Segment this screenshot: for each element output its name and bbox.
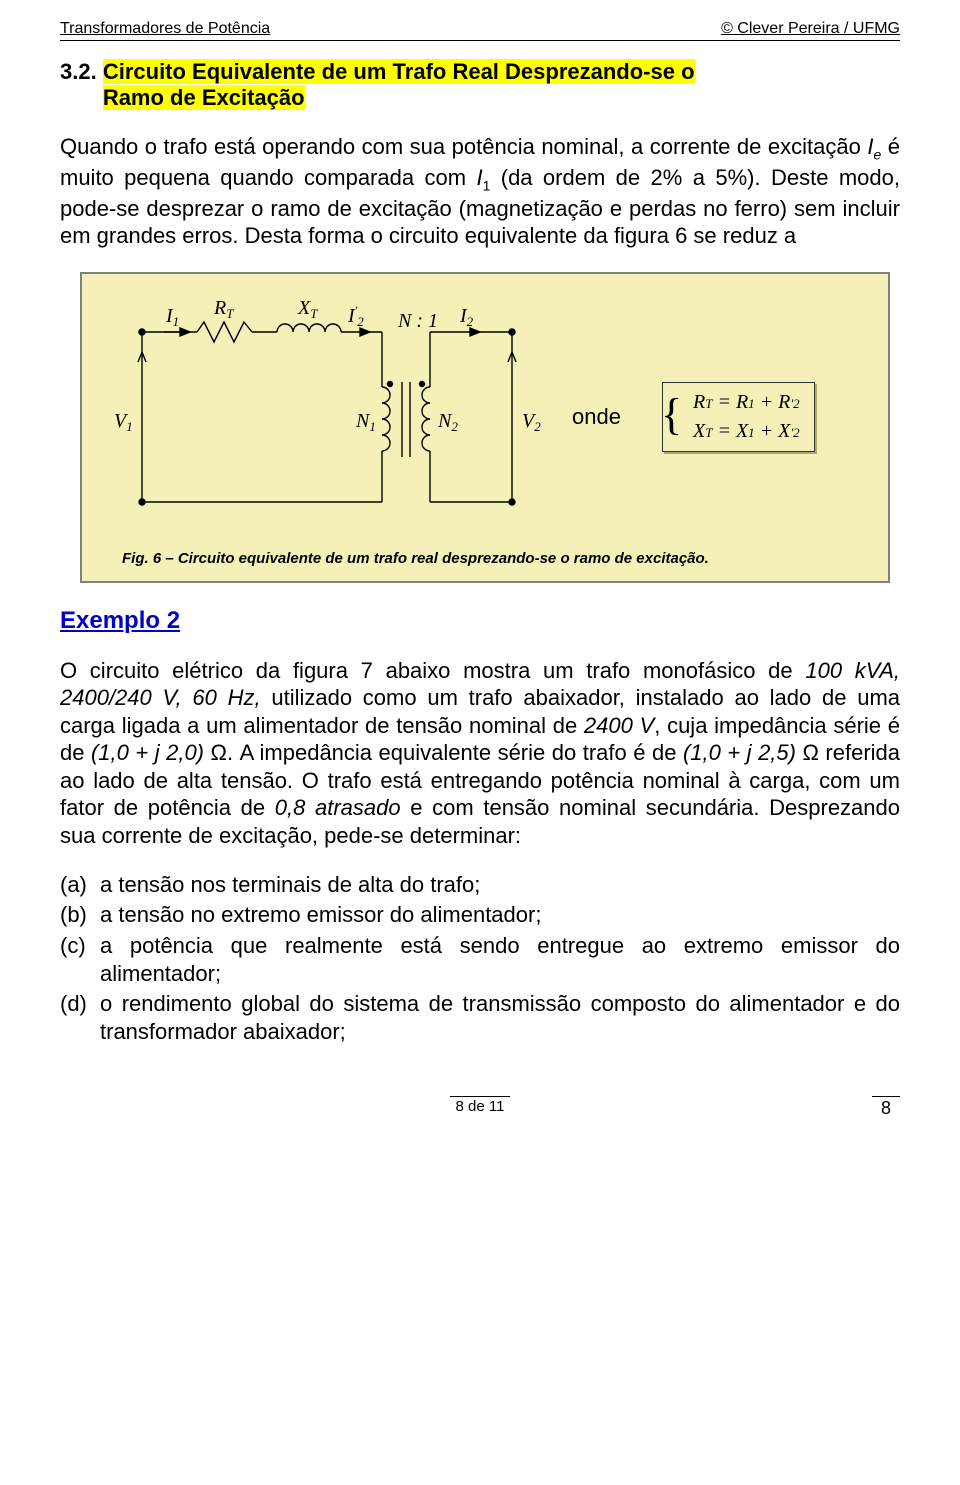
question-list: (a) a tensão nos terminais de alta do tr… [60, 871, 900, 1046]
section-title: 3.2. Circuito Equivalente de um Trafo Re… [60, 59, 900, 111]
footer-center: 8 de 11 [450, 1096, 510, 1115]
page-footer: 8 de 11 8 [60, 1096, 900, 1126]
p2-d: . A impedância equivalente série do traf… [227, 740, 683, 765]
svg-text:N : 1: N : 1 [397, 310, 438, 332]
p2-z1: (1,0 + j 2,0) [91, 740, 204, 765]
example-2-title: Exemplo 2 [60, 607, 900, 635]
item-d-label: (d) [60, 990, 100, 1046]
svg-text:N1: N1 [355, 410, 376, 434]
svg-text:XT: XT [297, 297, 318, 321]
header-left: Transformadores de Potência [60, 20, 270, 38]
svg-text:V1: V1 [114, 410, 133, 434]
p2-atr: atrasado [305, 795, 400, 820]
item-d: (d) o rendimento global do sistema de tr… [60, 990, 900, 1046]
p2-z2: (1,0 + j 2,5) [683, 740, 796, 765]
p2-2400v: 2400 V [584, 713, 654, 738]
svg-text:I2: I2 [459, 305, 474, 329]
p2-ohm2: Ω [796, 740, 819, 765]
page: Transformadores de Potência © Clever Per… [0, 0, 960, 1156]
p2-pf: 0,8 [275, 795, 306, 820]
item-d-body: o rendimento global do sistema de transm… [100, 990, 900, 1046]
item-b: (b) a tensão no extremo emissor do alime… [60, 901, 900, 929]
header-right: © Clever Pereira / UFMG [721, 20, 900, 38]
onde-label: onde [572, 404, 621, 430]
p2-ohm1: Ω [204, 740, 227, 765]
item-c: (c) a potência que realmente está sendo … [60, 932, 900, 988]
p1-a: Quando o trafo está operando com sua pot… [60, 134, 867, 159]
item-a: (a) a tensão nos terminais de alta do tr… [60, 871, 900, 899]
item-c-body: a potência que realmente está sendo entr… [100, 932, 900, 988]
svg-text:I1: I1 [165, 305, 179, 329]
svg-text:I'2: I'2 [347, 303, 364, 329]
paragraph-1: Quando o trafo está operando com sua pot… [60, 133, 900, 250]
p2-a: O circuito elétrico da figura 7 abaixo m… [60, 658, 805, 683]
svg-text:RT: RT [213, 297, 234, 321]
equation-box: { RT = R1 + R'2 XT = X1 + X'2 [662, 382, 815, 452]
item-a-label: (a) [60, 871, 100, 899]
footer-right: 8 [872, 1096, 900, 1119]
svg-text:N2: N2 [437, 410, 458, 434]
page-header: Transformadores de Potência © Clever Per… [60, 20, 900, 41]
section-title-line2: Ramo de Excitação [103, 85, 305, 110]
svg-text:V2: V2 [522, 410, 541, 434]
eq-rt: RT = R1 + R'2 [693, 391, 800, 414]
eq-xt: XT = X1 + X'2 [693, 420, 800, 443]
paragraph-2: O circuito elétrico da figura 7 abaixo m… [60, 657, 900, 850]
item-a-body: a tensão nos terminais de alta do trafo; [100, 871, 900, 899]
section-title-line1: Circuito Equivalente de um Trafo Real De… [103, 59, 695, 84]
item-c-label: (c) [60, 932, 100, 988]
circuit-area: I1 RT XT I'2 N : 1 I2 V1 N1 N2 V2 onde {… [102, 292, 868, 532]
item-b-label: (b) [60, 901, 100, 929]
section-number: 3.2. [60, 59, 97, 84]
figure-caption: Fig. 6 – Circuito equivalente de um traf… [122, 550, 868, 567]
item-b-body: a tensão no extremo emissor do alimentad… [100, 901, 900, 929]
figure-6: I1 RT XT I'2 N : 1 I2 V1 N1 N2 V2 onde {… [80, 272, 890, 583]
